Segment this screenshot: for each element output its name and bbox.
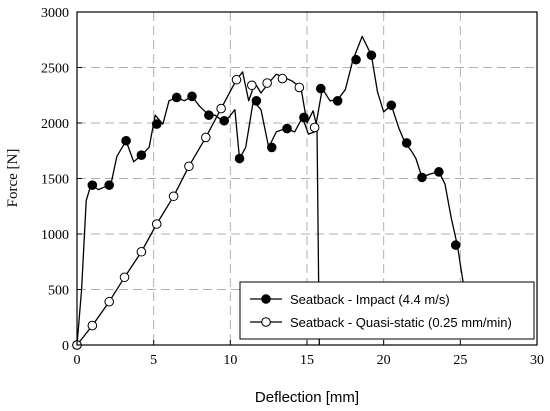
data-point-impact (386, 100, 397, 111)
y-tick-label: 3000 (41, 6, 69, 21)
x-tick-label: 20 (377, 353, 391, 368)
x-tick-label: 5 (150, 353, 157, 368)
x-tick-label: 30 (530, 353, 544, 368)
data-point-impact (401, 138, 412, 148)
legend: Seatback - Impact (4.4 m/s) Seatback - Q… (239, 281, 535, 340)
x-tick-label: 25 (453, 353, 467, 368)
data-point-impact (450, 240, 461, 250)
data-point-quasistatic (247, 80, 257, 91)
data-point-impact (136, 150, 147, 160)
data-point-impact (234, 153, 245, 164)
data-point-impact (151, 119, 162, 129)
data-point-quasistatic (104, 296, 114, 307)
x-axis-label: Deflection [mm] (255, 389, 359, 406)
data-point-quasistatic (119, 272, 130, 283)
data-point-impact (187, 91, 197, 102)
data-point-quasistatic (136, 246, 147, 257)
data-point-quasistatic (216, 103, 226, 114)
data-point-impact (121, 135, 131, 146)
y-tick-labels: 0 500 1000 1500 2000 2500 3000 (41, 6, 69, 354)
x-tick-labels: 0 5 10 15 20 25 30 (74, 353, 545, 368)
y-tick-label: 2500 (41, 62, 69, 77)
y-tick-label: 1500 (41, 173, 69, 188)
data-point-quasistatic (87, 320, 98, 331)
data-point-impact (204, 110, 214, 121)
data-point-impact (251, 96, 262, 106)
data-point-impact (171, 92, 182, 103)
y-tick-label: 500 (48, 284, 69, 299)
data-point-impact (266, 142, 277, 153)
data-point-quasistatic (184, 161, 194, 172)
y-axis-label: Force [N] (5, 149, 21, 208)
y-tick-label: 0 (62, 339, 69, 354)
data-point-impact (332, 96, 343, 106)
data-point-impact (219, 115, 229, 126)
x-tick-label: 10 (223, 353, 237, 368)
data-point-quasistatic (262, 78, 272, 88)
data-point-impact (299, 112, 309, 123)
y-tick-label: 1000 (41, 228, 69, 243)
data-point-impact (351, 54, 361, 65)
data-point-quasistatic (151, 219, 162, 229)
x-tick-label: 15 (300, 353, 314, 368)
data-point-quasistatic (294, 82, 305, 93)
data-point-impact (366, 50, 377, 61)
data-point-impact (316, 83, 326, 94)
legend-marker-quasistatic (261, 317, 271, 327)
data-point-impact (87, 180, 98, 190)
series-layer (72, 35, 471, 350)
data-point-impact (282, 123, 292, 134)
legend-label-quasistatic: Seatback - Quasi-static (0.25 mm/min) (290, 315, 512, 330)
y-tick-label: 2000 (41, 117, 69, 132)
x-tick-label: 0 (74, 353, 81, 368)
data-point-quasistatic (168, 191, 179, 202)
series-line-quasistatic (76, 71, 320, 346)
data-point-quasistatic (231, 74, 242, 85)
data-point-quasistatic (277, 73, 288, 84)
data-point-impact (417, 172, 427, 183)
legend-label-impact: Seatback - Impact (4.4 m/s) (290, 292, 450, 307)
data-point-quasistatic (309, 122, 320, 133)
legend-marker-impact (261, 294, 271, 304)
data-point-quasistatic (201, 132, 211, 143)
data-point-impact (434, 167, 444, 177)
legend-box (239, 281, 535, 340)
data-point-impact (104, 180, 114, 190)
ticks-layer (76, 11, 538, 346)
